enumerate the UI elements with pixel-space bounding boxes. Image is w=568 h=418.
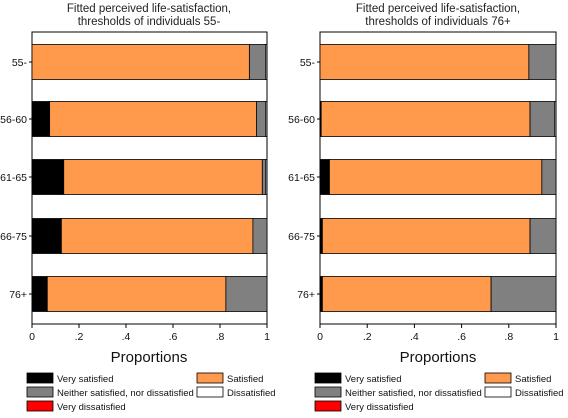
left-x-tick-label-1: .2 — [75, 331, 84, 343]
right-bar-61-65-satisfied — [329, 159, 543, 195]
right-legend-label-very-dissatisfied: Very dissatisfied — [345, 402, 414, 413]
right-x-tick-label-4: .8 — [504, 331, 513, 343]
left-bar-76+-satisfied — [46, 276, 227, 312]
left-bar-55--satisfied — [31, 44, 250, 80]
right-x-tick-label-0: 0 — [317, 331, 323, 343]
left-bar-66-75-neither-satisfied-nor-dissatisfied — [252, 218, 268, 254]
left-legend-swatch-very-satisfied — [26, 372, 54, 384]
right-bar-55--satisfied — [319, 44, 530, 80]
left-bar-66-75-satisfied — [60, 218, 254, 254]
left-bar-55--dissatisfied — [265, 44, 268, 80]
right-bar-76+-satisfied — [321, 276, 492, 312]
left-x-tick-label-4: .8 — [216, 331, 225, 343]
right-chart-title-line-2: thresholds of individuals 76+ — [365, 16, 511, 28]
left-x-tick-label-2: .4 — [122, 331, 131, 343]
right-legend-label-dissatisfied: Dissatisfied — [515, 388, 564, 399]
left-y-tick-label-55-: 55- — [12, 57, 28, 69]
right-legend-label-neither-satisfied-nor-dissatisfied: Neither satisfied, nor dissatisfied — [345, 388, 482, 399]
left-bar-61-65-very-satisfied — [31, 159, 65, 195]
right-x-axis-label: Proportions — [400, 349, 477, 366]
left-legend-label-very-dissatisfied: Very dissatisfied — [57, 402, 126, 413]
left-x-tick-label-3: .6 — [169, 331, 178, 343]
right-bar-56-60-dissatisfied — [554, 101, 557, 137]
right-legend-label-satisfied: Satisfied — [515, 374, 551, 385]
right-legend-label-very-satisfied: Very satisfied — [345, 374, 402, 385]
right-bar-61-65-very-satisfied — [319, 159, 330, 195]
left-chart-title-line-1: Fitted perceived life-satisfaction, — [67, 3, 231, 15]
left-legend-label-neither-satisfied-nor-dissatisfied: Neither satisfied, nor dissatisfied — [57, 388, 194, 399]
right-x-tick-label-3: .6 — [457, 331, 466, 343]
left-y-tick-label-66-75: 66-75 — [0, 231, 27, 243]
left-bar-56-60-dissatisfied — [265, 101, 268, 137]
right-legend-swatch-very-satisfied — [314, 372, 342, 384]
right-chart-title-line-1: Fitted perceived life-satisfaction, — [356, 3, 520, 15]
left-y-tick-label-61-65: 61-65 — [0, 172, 27, 184]
left-legend-swatch-satisfied — [196, 372, 224, 384]
right-x-tick-label-1: .2 — [363, 331, 372, 343]
right-legend-swatch-dissatisfied — [484, 386, 512, 398]
left-bar-56-60-very-satisfied — [31, 101, 51, 137]
left-legend-label-dissatisfied: Dissatisfied — [227, 388, 276, 399]
right-bar-76+-neither-satisfied-nor-dissatisfied — [490, 276, 557, 312]
right-legend-swatch-satisfied — [484, 372, 512, 384]
left-bar-76+-very-satisfied — [31, 276, 48, 312]
right-legend-swatch-neither-satisfied-nor-dissatisfied — [314, 386, 342, 398]
right-bar-66-75-neither-satisfied-nor-dissatisfied — [529, 218, 557, 254]
left-bar-55--neither-satisfied-nor-dissatisfied — [248, 44, 267, 80]
left-bar-61-65-neither-satisfied-nor-dissatisfied — [261, 159, 267, 195]
left-legend-swatch-neither-satisfied-nor-dissatisfied — [26, 386, 54, 398]
right-x-tick-label-5: 1 — [553, 331, 559, 343]
right-bar-61-65-neither-satisfied-nor-dissatisfied — [541, 159, 557, 195]
left-y-tick-label-76+: 76+ — [9, 289, 27, 301]
left-x-tick-label-0: 0 — [29, 331, 35, 343]
left-legend-label-very-satisfied: Very satisfied — [57, 374, 114, 385]
right-y-tick-label-76+: 76+ — [297, 289, 315, 301]
left-bar-56-60-satisfied — [49, 101, 257, 137]
left-x-axis-label: Proportions — [111, 349, 188, 366]
left-chart-title-line-2: thresholds of individuals 55- — [78, 16, 221, 28]
left-legend-swatch-dissatisfied — [196, 386, 224, 398]
right-x-tick-label-2: .4 — [410, 331, 419, 343]
left-x-tick-label-5: 1 — [264, 331, 270, 343]
left-legend-label-satisfied: Satisfied — [227, 374, 263, 385]
right-legend-swatch-very-dissatisfied — [314, 400, 342, 412]
right-y-tick-label-61-65: 61-65 — [288, 172, 315, 184]
right-bar-66-75-satisfied — [321, 218, 531, 254]
right-bar-56-60-satisfied — [320, 101, 531, 137]
left-bar-61-65-dissatisfied — [265, 159, 268, 195]
right-y-tick-label-55-: 55- — [300, 57, 316, 69]
left-legend-swatch-very-dissatisfied — [26, 400, 54, 412]
left-bar-61-65-satisfied — [63, 159, 263, 195]
left-bar-56-60-neither-satisfied-nor-dissatisfied — [256, 101, 267, 137]
left-bar-76+-neither-satisfied-nor-dissatisfied — [225, 276, 268, 312]
right-y-tick-label-56-60: 56-60 — [288, 114, 315, 126]
right-bar-55--neither-satisfied-nor-dissatisfied — [528, 44, 557, 80]
left-y-tick-label-56-60: 56-60 — [0, 114, 27, 126]
right-bar-56-60-neither-satisfied-nor-dissatisfied — [529, 101, 556, 137]
left-bar-66-75-very-satisfied — [31, 218, 62, 254]
right-y-tick-label-66-75: 66-75 — [288, 231, 315, 243]
